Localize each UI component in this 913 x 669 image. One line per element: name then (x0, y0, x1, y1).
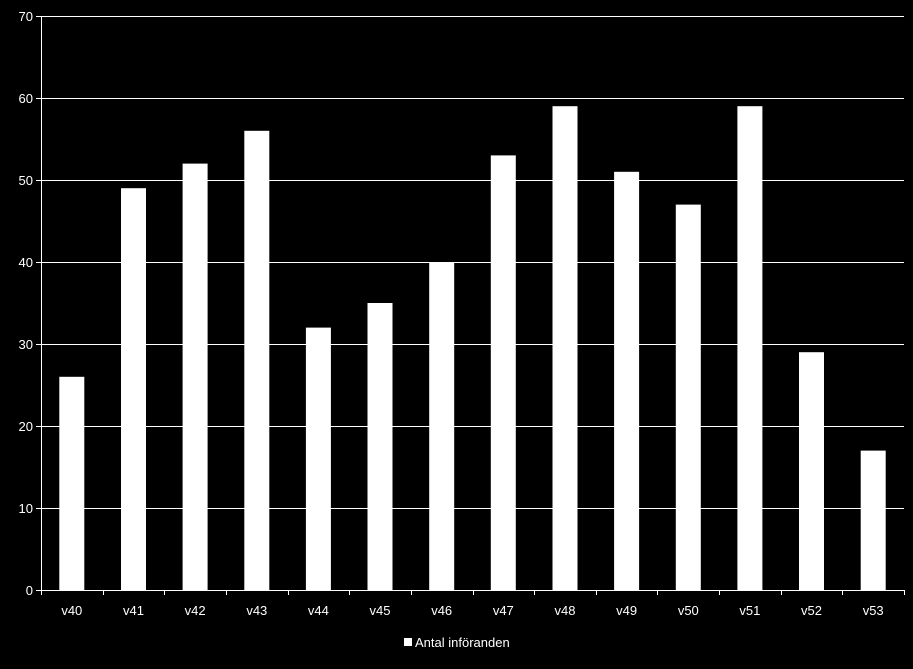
x-tick-label: v43 (246, 603, 267, 618)
bar-v47 (490, 155, 516, 590)
bar-v48 (552, 106, 578, 590)
gridlines (41, 16, 904, 509)
bar-v45 (367, 303, 393, 590)
bar-v43 (244, 130, 270, 591)
legend: Antal införanden (404, 635, 510, 650)
x-tick-label: v50 (678, 603, 699, 618)
x-tick-label: v53 (863, 603, 884, 618)
y-tick-label: 70 (19, 9, 33, 24)
x-tick-label: v47 (493, 603, 514, 618)
bar-v42 (182, 163, 208, 590)
x-tick-label: v48 (555, 603, 576, 618)
legend-label: Antal införanden (415, 635, 510, 650)
bar-v50 (675, 204, 701, 590)
bar-v52 (799, 352, 824, 590)
bars (59, 106, 886, 591)
x-tick-label: v51 (739, 603, 760, 618)
x-tick-label: v45 (370, 603, 391, 618)
legend-swatch (404, 638, 412, 646)
y-tick-label: 0 (26, 583, 33, 598)
bar-v46 (429, 262, 455, 590)
x-tick-label: v41 (123, 603, 144, 618)
axes (36, 16, 905, 595)
y-tick-label: 60 (19, 91, 33, 106)
x-tick-label: v52 (801, 603, 822, 618)
y-tick-label: 40 (19, 255, 33, 270)
bar-v53 (860, 450, 886, 590)
bar-v44 (305, 327, 331, 590)
bar-v51 (737, 106, 763, 590)
y-tick-labels: 0 10 20 30 40 50 60 70 (19, 9, 33, 598)
x-tick-label: v44 (308, 603, 329, 618)
x-tick-label: v42 (185, 603, 206, 618)
x-tick-label: v46 (431, 603, 452, 618)
x-tick-label: v49 (616, 603, 637, 618)
x-tick-label: v40 (61, 603, 82, 618)
x-tick-labels: v40 v41 v42 v43 v44 v45 v46 v47 v48 v49 v50 v51 v52 v… (61, 603, 883, 618)
y-tick-label: 10 (19, 501, 33, 516)
y-tick-label: 30 (19, 337, 33, 352)
bar-v49 (614, 171, 640, 591)
y-tick-label: 20 (19, 419, 33, 434)
bar-v41 (121, 188, 146, 590)
y-tick-label: 50 (19, 173, 33, 188)
bar-v40 (59, 376, 85, 590)
